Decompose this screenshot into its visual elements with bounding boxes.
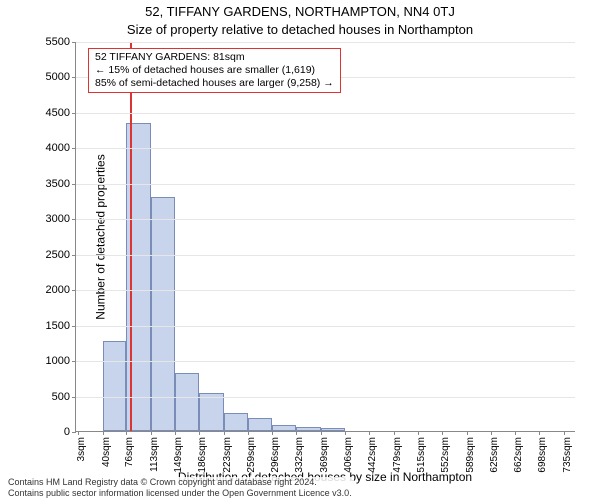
ytick-mark [72, 219, 76, 220]
xtick-label: 296sqm [270, 437, 281, 473]
ytick-label: 2000 [46, 284, 70, 296]
histogram-bar [296, 427, 321, 431]
ytick-mark [72, 148, 76, 149]
footer-line1: Contains HM Land Registry data © Crown c… [8, 477, 352, 487]
histogram-plot: 0500100015002000250030003500400045005000… [75, 42, 575, 432]
xtick-label: 259sqm [246, 437, 257, 473]
xtick-mark [103, 431, 104, 435]
xtick-mark [515, 431, 516, 435]
gridline [76, 397, 575, 398]
bars-layer [76, 42, 575, 431]
callout-line2: ← 15% of detached houses are smaller (1,… [95, 64, 334, 77]
ytick-label: 2500 [46, 249, 70, 261]
xtick-mark [78, 431, 79, 435]
xtick-label: 40sqm [101, 437, 112, 467]
histogram-bar [103, 341, 127, 431]
ytick-label: 5000 [46, 71, 70, 83]
gridline [76, 219, 575, 220]
callout-line1: 52 TIFFANY GARDENS: 81sqm [95, 51, 334, 64]
xtick-label: 113sqm [149, 437, 160, 472]
xtick-label: 479sqm [392, 437, 403, 473]
xtick-mark [321, 431, 322, 435]
ytick-mark [72, 184, 76, 185]
xtick-mark [369, 431, 370, 435]
xtick-label: 406sqm [343, 437, 354, 473]
xtick-label: 625sqm [489, 437, 500, 473]
histogram-bar [224, 413, 248, 431]
gridline [76, 255, 575, 256]
histogram-bar [175, 373, 200, 431]
xtick-label: 515sqm [416, 437, 427, 473]
callout-line3: 85% of semi-detached houses are larger (… [95, 77, 334, 90]
histogram-bar [272, 425, 296, 431]
xtick-mark [175, 431, 176, 435]
xtick-mark [199, 431, 200, 435]
ytick-label: 4500 [46, 107, 70, 119]
xtick-mark [442, 431, 443, 435]
histogram-bar [199, 393, 224, 431]
xtick-label: 76sqm [124, 437, 135, 467]
ytick-label: 4000 [46, 142, 70, 154]
gridline [76, 290, 575, 291]
ytick-label: 1500 [46, 320, 70, 332]
xtick-mark [345, 431, 346, 435]
xtick-label: 3sqm [76, 437, 87, 461]
xtick-label: 552sqm [440, 437, 451, 473]
ytick-label: 3500 [46, 178, 70, 190]
xtick-mark [394, 431, 395, 435]
xtick-label: 589sqm [465, 437, 476, 473]
gridline [76, 184, 575, 185]
ytick-mark [72, 77, 76, 78]
gridline [76, 113, 575, 114]
xtick-label: 369sqm [319, 437, 330, 473]
ytick-mark [72, 290, 76, 291]
xtick-label: 735sqm [562, 437, 573, 473]
ytick-mark [72, 326, 76, 327]
xtick-mark [296, 431, 297, 435]
footer-credits: Contains HM Land Registry data © Crown c… [6, 477, 354, 498]
xtick-mark [491, 431, 492, 435]
ytick-label: 5500 [46, 36, 70, 48]
xtick-label: 223sqm [222, 437, 233, 473]
xtick-label: 149sqm [173, 437, 184, 473]
histogram-bar [321, 428, 346, 431]
xtick-label: 662sqm [513, 437, 524, 473]
ytick-label: 1000 [46, 355, 70, 367]
xtick-label: 332sqm [294, 437, 305, 473]
xtick-mark [224, 431, 225, 435]
ytick-mark [72, 432, 76, 433]
xtick-label: 186sqm [197, 437, 208, 473]
xtick-mark [564, 431, 565, 435]
xtick-label: 442sqm [367, 437, 378, 473]
marker-line [130, 42, 132, 431]
gridline [76, 148, 575, 149]
histogram-bar [248, 418, 273, 431]
xtick-mark [467, 431, 468, 435]
xtick-mark [272, 431, 273, 435]
xtick-mark [418, 431, 419, 435]
gridline [76, 326, 575, 327]
gridline [76, 42, 575, 43]
xtick-mark [151, 431, 152, 435]
ytick-label: 0 [64, 426, 70, 438]
xtick-label: 698sqm [537, 437, 548, 473]
ytick-mark [72, 42, 76, 43]
callout-box: 52 TIFFANY GARDENS: 81sqm ← 15% of detac… [88, 48, 341, 93]
footer-line2: Contains public sector information licen… [8, 488, 352, 498]
ytick-mark [72, 255, 76, 256]
ytick-label: 500 [52, 391, 70, 403]
xtick-mark [539, 431, 540, 435]
ytick-mark [72, 361, 76, 362]
xtick-mark [126, 431, 127, 435]
ytick-mark [72, 113, 76, 114]
page-title-line2: Size of property relative to detached ho… [0, 22, 600, 37]
gridline [76, 361, 575, 362]
ytick-label: 3000 [46, 213, 70, 225]
page-title-line1: 52, TIFFANY GARDENS, NORTHAMPTON, NN4 0T… [0, 4, 600, 19]
ytick-mark [72, 397, 76, 398]
xtick-mark [248, 431, 249, 435]
